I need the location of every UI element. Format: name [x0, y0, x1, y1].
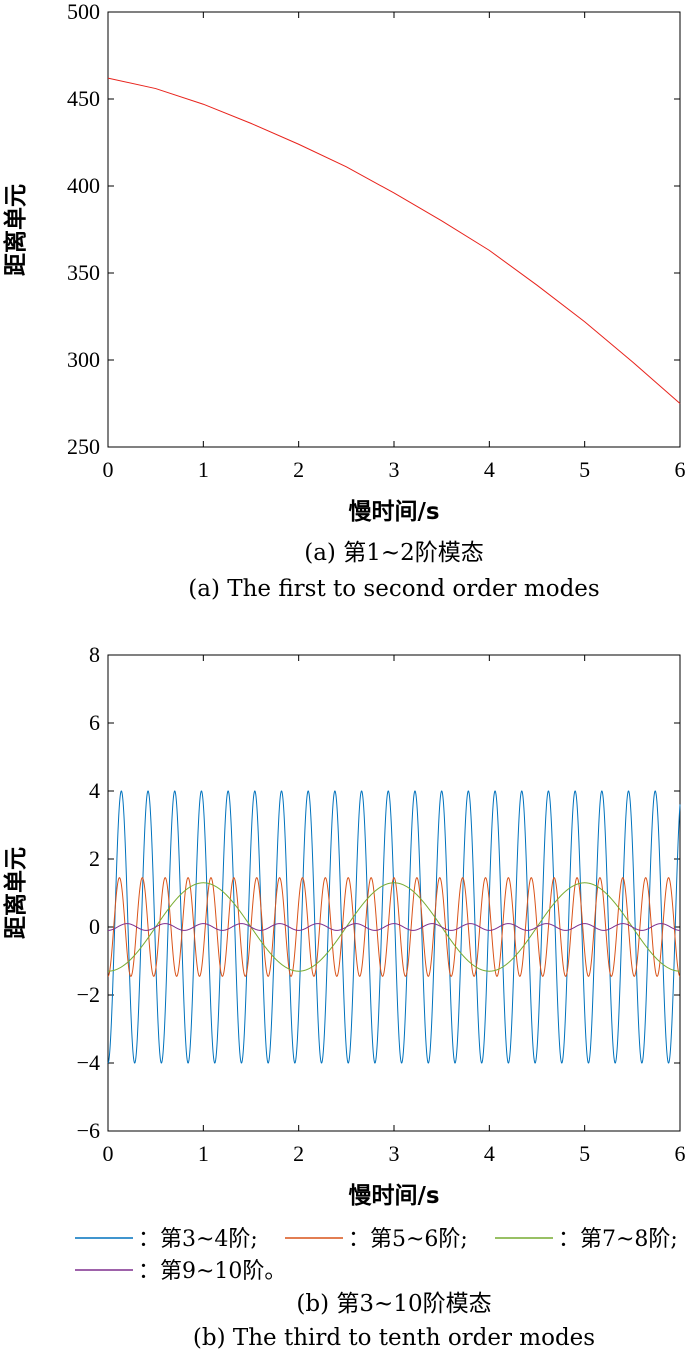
- chart-b-series: [107, 790, 681, 1064]
- chart-b-caption-en: (b) The third to tenth order modes: [193, 1325, 595, 1351]
- y-tick-label: −2: [77, 982, 100, 1007]
- y-tick-label: 0: [89, 914, 100, 939]
- chart-b-y-ticks: −6 −4 −2 0 2 4 6 8: [77, 642, 680, 1143]
- y-tick-label: −6: [77, 1118, 100, 1143]
- y-tick-label: 250: [67, 434, 100, 459]
- chart-b-caption-cn: (b) 第3~10阶模态: [296, 1291, 491, 1317]
- legend-label-5-6: ：第5~6阶;: [348, 1227, 468, 1252]
- chart-a-series: [107, 77, 681, 404]
- x-tick-label: 5: [579, 457, 590, 482]
- x-tick-label: 0: [103, 1141, 114, 1166]
- y-tick-label: 2: [89, 846, 100, 871]
- x-tick-label: 1: [198, 1141, 209, 1166]
- x-tick-label: 2: [293, 457, 304, 482]
- y-tick-label: 8: [89, 642, 100, 667]
- series-line-1-1: [107, 877, 681, 977]
- y-tick-label: 500: [67, 0, 100, 24]
- y-tick-label: 350: [67, 260, 100, 285]
- x-tick-label: 5: [579, 1141, 590, 1166]
- chart-a-caption-en: (a) The first to second order modes: [188, 576, 599, 602]
- legend-label-3-4: ：第3~4阶;: [138, 1227, 258, 1252]
- series-line-1-2: [108, 882, 680, 972]
- chart-a-x-ticks: 0 1 2 3 4 5 6: [103, 12, 686, 482]
- series-line-1-3: [108, 923, 680, 931]
- x-tick-label: 3: [389, 457, 400, 482]
- x-tick-label: 1: [198, 457, 209, 482]
- y-tick-label: 450: [67, 86, 100, 111]
- chart-a: 250 300 350 400 450 500 0 1 2 3 4 5 6 距离单元 慢时间/s (a…: [2, 0, 686, 602]
- y-tick-label: 300: [67, 347, 100, 372]
- chart-b-xlabel: 慢时间/s: [348, 1182, 439, 1209]
- y-tick-label: 6: [89, 710, 100, 735]
- y-tick-label: −4: [77, 1050, 100, 1075]
- y-tick-label: 400: [67, 173, 100, 198]
- x-tick-label: 2: [293, 1141, 304, 1166]
- y-tick-label: 4: [89, 778, 100, 803]
- legend-label-9-10: ：第9~10阶。: [138, 1259, 286, 1284]
- series-line-1-0: [107, 790, 681, 1064]
- chart-b-legend: ：第3~4阶; ：第5~6阶; ：第7~8阶; ：第9~10阶。: [75, 1227, 678, 1284]
- x-tick-label: 3: [389, 1141, 400, 1166]
- x-tick-label: 4: [484, 457, 495, 482]
- legend-label-7-8: ：第7~8阶;: [558, 1227, 678, 1252]
- x-tick-label: 4: [484, 1141, 495, 1166]
- chart-a-plot-frame: [107, 11, 681, 448]
- chart-a-ylabel: 距离单元: [2, 184, 29, 276]
- chart-b: −6 −4 −2 0 2 4 6 8 0 1 2 3 4 5 6 距离单元 慢时间/s ：第3~4阶; ：…: [2, 642, 686, 1351]
- chart-b-ylabel: 距离单元: [2, 847, 29, 939]
- chart-a-y-ticks: 250 300 350 400 450 500: [67, 0, 680, 459]
- x-tick-label: 6: [675, 457, 686, 482]
- x-tick-label: 6: [675, 1141, 686, 1166]
- chart-a-xlabel: 慢时间/s: [348, 498, 439, 525]
- series-line-0-0: [107, 77, 681, 404]
- x-tick-label: 0: [103, 457, 114, 482]
- chart-b-x-ticks: 0 1 2 3 4 5 6: [103, 655, 686, 1166]
- chart-a-caption-cn: (a) 第1~2阶模态: [304, 540, 484, 566]
